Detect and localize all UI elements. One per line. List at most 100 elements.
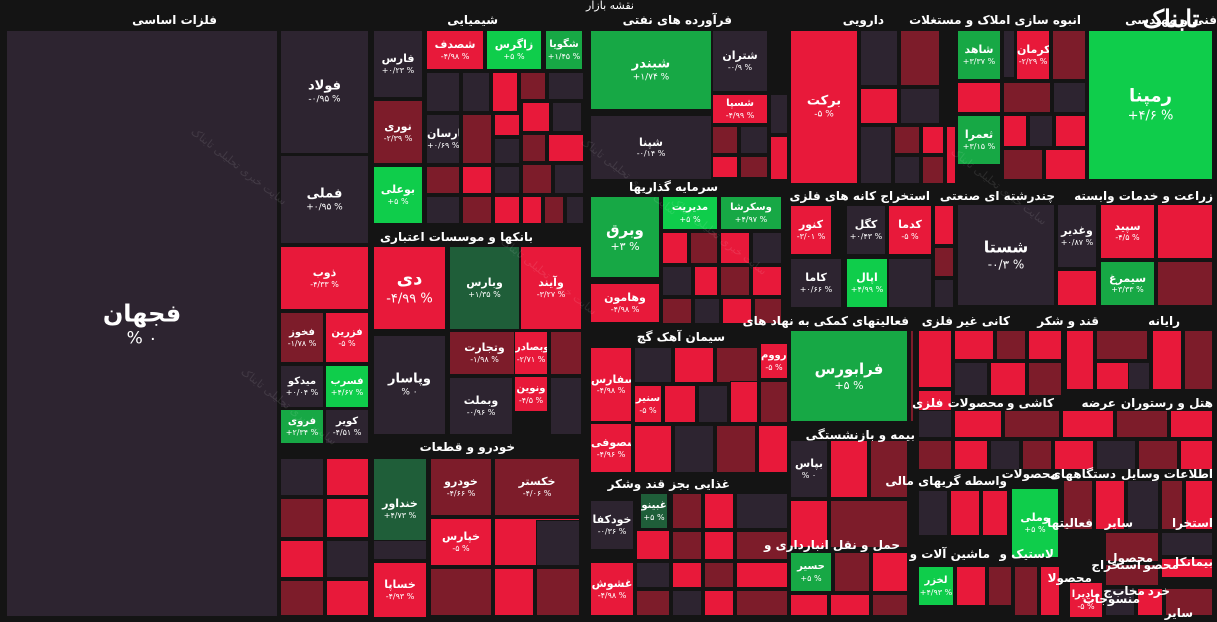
stock-tile[interactable]: سارووم-۵ % bbox=[760, 343, 788, 379]
stock-tile-unlabeled[interactable] bbox=[1161, 480, 1183, 530]
stock-tile-unlabeled[interactable] bbox=[888, 258, 932, 308]
stock-tile[interactable]: وبارس +۱/۳۵ % bbox=[449, 246, 520, 330]
stock-tile-unlabeled[interactable] bbox=[1066, 330, 1094, 390]
stock-tile-unlabeled[interactable] bbox=[1105, 532, 1159, 562]
stock-tile-unlabeled[interactable] bbox=[373, 540, 427, 560]
stock-tile-unlabeled[interactable] bbox=[1053, 82, 1086, 113]
stock-tile-unlabeled[interactable] bbox=[1185, 480, 1213, 530]
stock-tile[interactable]: لخزر +۴/۹۳ % bbox=[918, 566, 954, 606]
stock-tile-unlabeled[interactable] bbox=[548, 134, 584, 162]
stock-tile-unlabeled[interactable] bbox=[522, 164, 552, 194]
stock-tile-unlabeled[interactable] bbox=[922, 156, 944, 184]
stock-tile-unlabeled[interactable] bbox=[1137, 588, 1163, 616]
stock-tile-unlabeled[interactable] bbox=[1161, 532, 1213, 556]
stock-tile-unlabeled[interactable] bbox=[918, 330, 952, 388]
stock-tile-unlabeled[interactable] bbox=[736, 590, 788, 616]
stock-tile-unlabeled[interactable] bbox=[736, 562, 788, 588]
stock-tile-unlabeled[interactable] bbox=[672, 531, 702, 560]
stock-tile[interactable]: کویر -۴/۵۱ % bbox=[325, 409, 369, 444]
stock-tile-unlabeled[interactable] bbox=[954, 440, 988, 470]
stock-tile-unlabeled[interactable] bbox=[996, 330, 1026, 360]
stock-tile-unlabeled[interactable] bbox=[934, 247, 954, 277]
stock-tile-unlabeled[interactable] bbox=[954, 410, 1002, 438]
stock-tile-unlabeled[interactable] bbox=[740, 126, 768, 154]
stock-tile[interactable]: ذوب -۴/۳۳ % bbox=[280, 246, 369, 310]
stock-tile-unlabeled[interactable] bbox=[1022, 440, 1052, 470]
stock-tile[interactable]: فجهان% ۰ bbox=[6, 30, 278, 617]
stock-tile[interactable]: بوعلی +۵ % bbox=[373, 166, 423, 224]
stock-tile-unlabeled[interactable] bbox=[1045, 149, 1086, 180]
stock-tile-unlabeled[interactable] bbox=[566, 196, 584, 224]
stock-tile-unlabeled[interactable] bbox=[950, 490, 980, 536]
stock-tile-unlabeled[interactable] bbox=[672, 493, 702, 529]
stock-tile-unlabeled[interactable] bbox=[1105, 588, 1135, 616]
stock-tile-unlabeled[interactable] bbox=[910, 330, 914, 422]
stock-tile-unlabeled[interactable] bbox=[956, 566, 986, 606]
stock-tile-unlabeled[interactable] bbox=[1096, 440, 1136, 470]
stock-tile-unlabeled[interactable] bbox=[1054, 440, 1094, 470]
stock-tile[interactable]: خودرو -۴/۶۶ % bbox=[430, 458, 492, 516]
stock-tile-unlabeled[interactable] bbox=[552, 102, 582, 132]
stock-tile-unlabeled[interactable] bbox=[430, 568, 492, 616]
stock-tile[interactable]: وپاسار% ۰ bbox=[373, 335, 446, 435]
stock-tile-unlabeled[interactable] bbox=[462, 166, 492, 194]
stock-tile-unlabeled[interactable] bbox=[1040, 566, 1060, 616]
stock-tile-unlabeled[interactable] bbox=[674, 425, 714, 473]
stock-tile[interactable]: سفارس -۴/۹۸ % bbox=[590, 347, 632, 422]
stock-tile[interactable]: غبینو +۵ % bbox=[640, 493, 668, 529]
stock-tile-unlabeled[interactable] bbox=[704, 531, 734, 560]
stock-tile[interactable]: مدیریت +۵ % bbox=[662, 196, 718, 230]
stock-tile-unlabeled[interactable] bbox=[934, 279, 954, 308]
stock-tile-unlabeled[interactable] bbox=[720, 232, 750, 264]
stock-tile-unlabeled[interactable] bbox=[720, 266, 750, 296]
stock-tile-unlabeled[interactable] bbox=[662, 298, 692, 324]
stock-tile-unlabeled[interactable] bbox=[1029, 115, 1053, 147]
stock-tile-unlabeled[interactable] bbox=[462, 114, 492, 164]
stock-tile-unlabeled[interactable] bbox=[690, 232, 718, 264]
stock-tile-unlabeled[interactable] bbox=[1184, 330, 1213, 390]
stock-tile[interactable]: وبصادر -۲/۷۱ % bbox=[514, 331, 548, 375]
stock-tile[interactable]: فروی +۲/۳۴ % bbox=[280, 409, 324, 444]
stock-tile-unlabeled[interactable] bbox=[462, 72, 490, 112]
stock-tile-unlabeled[interactable] bbox=[754, 298, 782, 324]
stock-tile-unlabeled[interactable] bbox=[674, 347, 714, 383]
stock-tile-unlabeled[interactable] bbox=[830, 440, 868, 498]
stock-tile[interactable]: کنور -۳/۰۱ % bbox=[790, 205, 832, 255]
stock-tile-unlabeled[interactable] bbox=[736, 493, 788, 529]
stock-tile-unlabeled[interactable] bbox=[860, 30, 898, 86]
stock-tile-unlabeled[interactable] bbox=[704, 562, 734, 588]
stock-tile[interactable]: فخوز -۱/۷۸ % bbox=[280, 312, 324, 363]
stock-tile[interactable]: سنیر -۵ % bbox=[634, 385, 662, 423]
stock-tile-unlabeled[interactable] bbox=[1161, 558, 1213, 578]
stock-tile[interactable]: فارس +۰/۲۳ % bbox=[373, 30, 423, 98]
stock-tile-unlabeled[interactable] bbox=[900, 88, 940, 124]
stock-tile[interactable]: سیمرغ +۳/۳۳ % bbox=[1100, 261, 1155, 306]
stock-tile-unlabeled[interactable] bbox=[730, 381, 758, 423]
stock-tile-unlabeled[interactable] bbox=[280, 498, 324, 538]
stock-tile-unlabeled[interactable] bbox=[1128, 362, 1150, 390]
stock-tile-unlabeled[interactable] bbox=[872, 552, 908, 592]
stock-tile-unlabeled[interactable] bbox=[1157, 261, 1213, 306]
stock-tile[interactable]: وسکرشا +۴/۹۷ % bbox=[720, 196, 782, 230]
stock-tile[interactable]: وبملت -۰/۹۶ % bbox=[449, 377, 513, 435]
stock-tile-unlabeled[interactable] bbox=[990, 362, 1026, 396]
stock-tile-unlabeled[interactable] bbox=[1127, 480, 1159, 530]
stock-tile[interactable]: زاگرس +۵ % bbox=[486, 30, 542, 70]
stock-tile-unlabeled[interactable] bbox=[326, 458, 369, 496]
stock-tile-unlabeled[interactable] bbox=[520, 72, 546, 100]
stock-tile-unlabeled[interactable] bbox=[894, 126, 920, 154]
stock-tile-unlabeled[interactable] bbox=[1180, 440, 1213, 470]
stock-tile-unlabeled[interactable] bbox=[1095, 480, 1125, 530]
stock-tile-unlabeled[interactable] bbox=[1028, 362, 1062, 396]
stock-tile-unlabeled[interactable] bbox=[982, 490, 1008, 536]
stock-tile[interactable]: بپاس% ۰ bbox=[790, 440, 828, 498]
stock-tile-unlabeled[interactable] bbox=[634, 347, 672, 383]
stock-tile-unlabeled[interactable] bbox=[740, 156, 768, 178]
stock-tile-unlabeled[interactable] bbox=[760, 381, 788, 423]
stock-tile-unlabeled[interactable] bbox=[662, 232, 688, 264]
stock-tile-unlabeled[interactable] bbox=[634, 425, 672, 473]
stock-tile[interactable]: نوری -۲/۳۹ % bbox=[373, 100, 423, 164]
stock-tile[interactable]: وبرق +۳ % bbox=[590, 196, 660, 278]
stock-tile-unlabeled[interactable] bbox=[918, 410, 952, 438]
stock-tile-unlabeled[interactable] bbox=[1052, 30, 1086, 80]
